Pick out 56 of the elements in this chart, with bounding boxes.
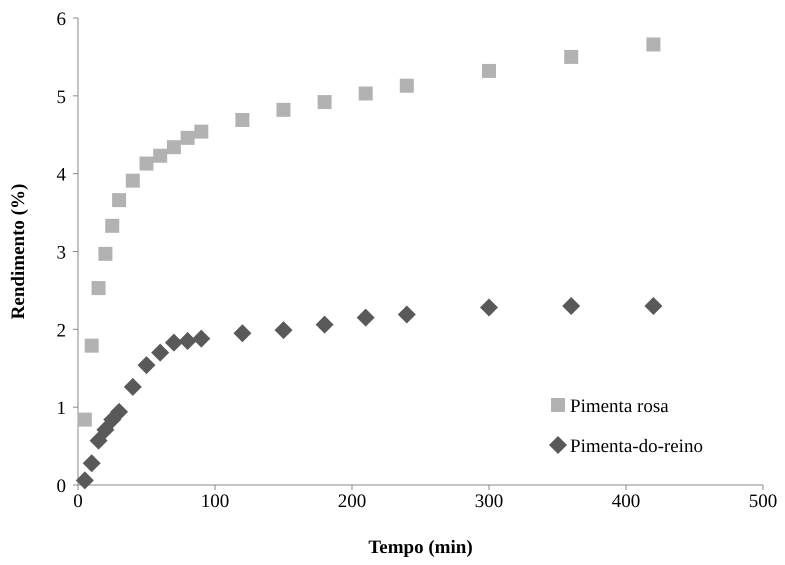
point — [92, 281, 106, 296]
point — [98, 246, 112, 261]
point — [316, 316, 334, 334]
point — [180, 130, 195, 145]
point — [358, 86, 373, 100]
point — [194, 124, 208, 139]
y-tick-label: 5 — [56, 86, 66, 108]
point — [110, 402, 128, 421]
point — [192, 330, 210, 348]
y-tick-label: 3 — [56, 242, 66, 264]
point — [644, 296, 662, 315]
point — [400, 78, 414, 93]
point — [96, 420, 114, 439]
x-tick-label: 400 — [612, 491, 640, 512]
point — [84, 338, 99, 353]
point — [124, 378, 142, 396]
x-tick-label: 100 — [200, 491, 230, 512]
legend-label: Pimenta-do-reino — [570, 436, 703, 457]
point — [233, 324, 252, 342]
point — [138, 356, 156, 374]
point — [153, 148, 168, 163]
point — [276, 102, 290, 117]
point — [90, 432, 108, 450]
point — [274, 321, 292, 340]
point — [562, 296, 580, 315]
point — [164, 334, 183, 352]
point — [356, 308, 375, 327]
x-tick-label: 200 — [338, 491, 366, 512]
x-tick-label: 0 — [73, 491, 83, 512]
point — [235, 112, 250, 127]
legend-label: Pimenta rosa — [570, 396, 670, 417]
point — [82, 454, 101, 472]
point — [166, 140, 181, 154]
y-tick-label: 1 — [56, 398, 66, 420]
point — [318, 95, 332, 110]
point — [78, 412, 92, 427]
point — [564, 50, 578, 64]
point — [482, 64, 496, 78]
y-tick-label: 4 — [56, 164, 66, 186]
x-tick-label: 500 — [748, 491, 778, 512]
point — [646, 37, 660, 52]
x-tick-label: 300 — [474, 491, 504, 512]
y-tick-label: 0 — [56, 476, 66, 497]
point — [178, 332, 197, 350]
point — [112, 193, 126, 208]
point — [76, 471, 94, 490]
y-tick-label: 2 — [56, 320, 66, 342]
y-tick-label: 6 — [56, 9, 66, 30]
point — [151, 344, 170, 362]
point — [480, 298, 498, 317]
point — [105, 218, 120, 233]
point — [140, 156, 154, 171]
x-axis-title: Tempo (min) — [368, 537, 473, 558]
point — [398, 306, 416, 324]
point — [126, 174, 140, 188]
y-axis-title: Rendimento (%) — [8, 184, 29, 320]
